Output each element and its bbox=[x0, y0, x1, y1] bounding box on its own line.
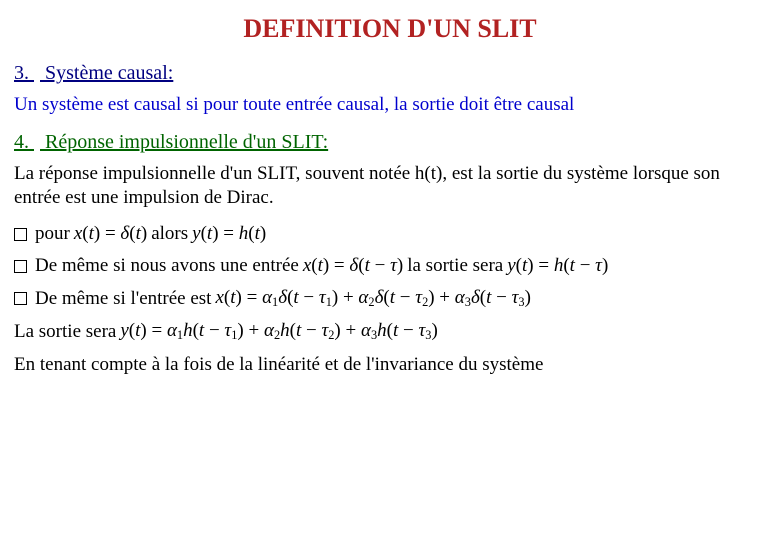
formula-y-h: y(t) = h(t) bbox=[188, 223, 270, 245]
section-4-number: 4. bbox=[14, 131, 29, 153]
formula-y-sum: y(t) = α1h(t − τ1) + α2h(t − τ2) + α3h(t… bbox=[116, 320, 441, 343]
bullet2-pre: De même si nous avons une entrée bbox=[35, 255, 299, 277]
section-3-heading-text: Système causal: bbox=[45, 62, 173, 84]
section-3-body: Un système est causal si pour toute entr… bbox=[14, 93, 766, 117]
page-title: DEFINITION D'UN SLIT bbox=[14, 14, 766, 44]
square-bullet-icon bbox=[14, 292, 27, 305]
closing-line: En tenant compte à la fois de la linéari… bbox=[14, 353, 766, 377]
square-bullet-icon bbox=[14, 260, 27, 273]
section-3-number: 3. bbox=[14, 62, 29, 84]
formula-x-delta-tau: x(t) = δ(t − τ) bbox=[299, 255, 407, 277]
formula-x-sum: x(t) = α1δ(t − τ1) + α2δ(t − τ2) + α3δ(t… bbox=[211, 287, 534, 310]
formula-y-h-tau: y(t) = h(t − τ) bbox=[503, 255, 612, 277]
section-4-heading-text: Réponse impulsionnelle d'un SLIT: bbox=[45, 131, 328, 153]
square-bullet-icon bbox=[14, 228, 27, 241]
section-4-intro: La réponse impulsionnelle d'un SLIT, sou… bbox=[14, 162, 766, 210]
bullet1-alors: alors bbox=[151, 223, 188, 245]
section-4-heading: 4. Réponse impulsionnelle d'un SLIT: bbox=[14, 131, 766, 154]
bullet2-post: la sortie sera bbox=[407, 255, 503, 277]
bullet-row-1: pour x(t) = δ(t) alors y(t) = h(t) bbox=[14, 223, 766, 245]
sortie-line: La sortie sera y(t) = α1h(t − τ1) + α2h(… bbox=[14, 320, 766, 343]
bullet3-pre: De même si l'entrée est bbox=[35, 288, 211, 310]
sortie-label: La sortie sera bbox=[14, 321, 116, 343]
formula-x-delta: x(t) = δ(t) bbox=[70, 223, 151, 245]
bullet1-pour: pour bbox=[35, 223, 70, 245]
bullet-row-2: De même si nous avons une entrée x(t) = … bbox=[14, 255, 766, 277]
bullet-row-3: De même si l'entrée est x(t) = α1δ(t − τ… bbox=[14, 287, 766, 310]
section-3-heading: 3. Système causal: bbox=[14, 62, 766, 85]
